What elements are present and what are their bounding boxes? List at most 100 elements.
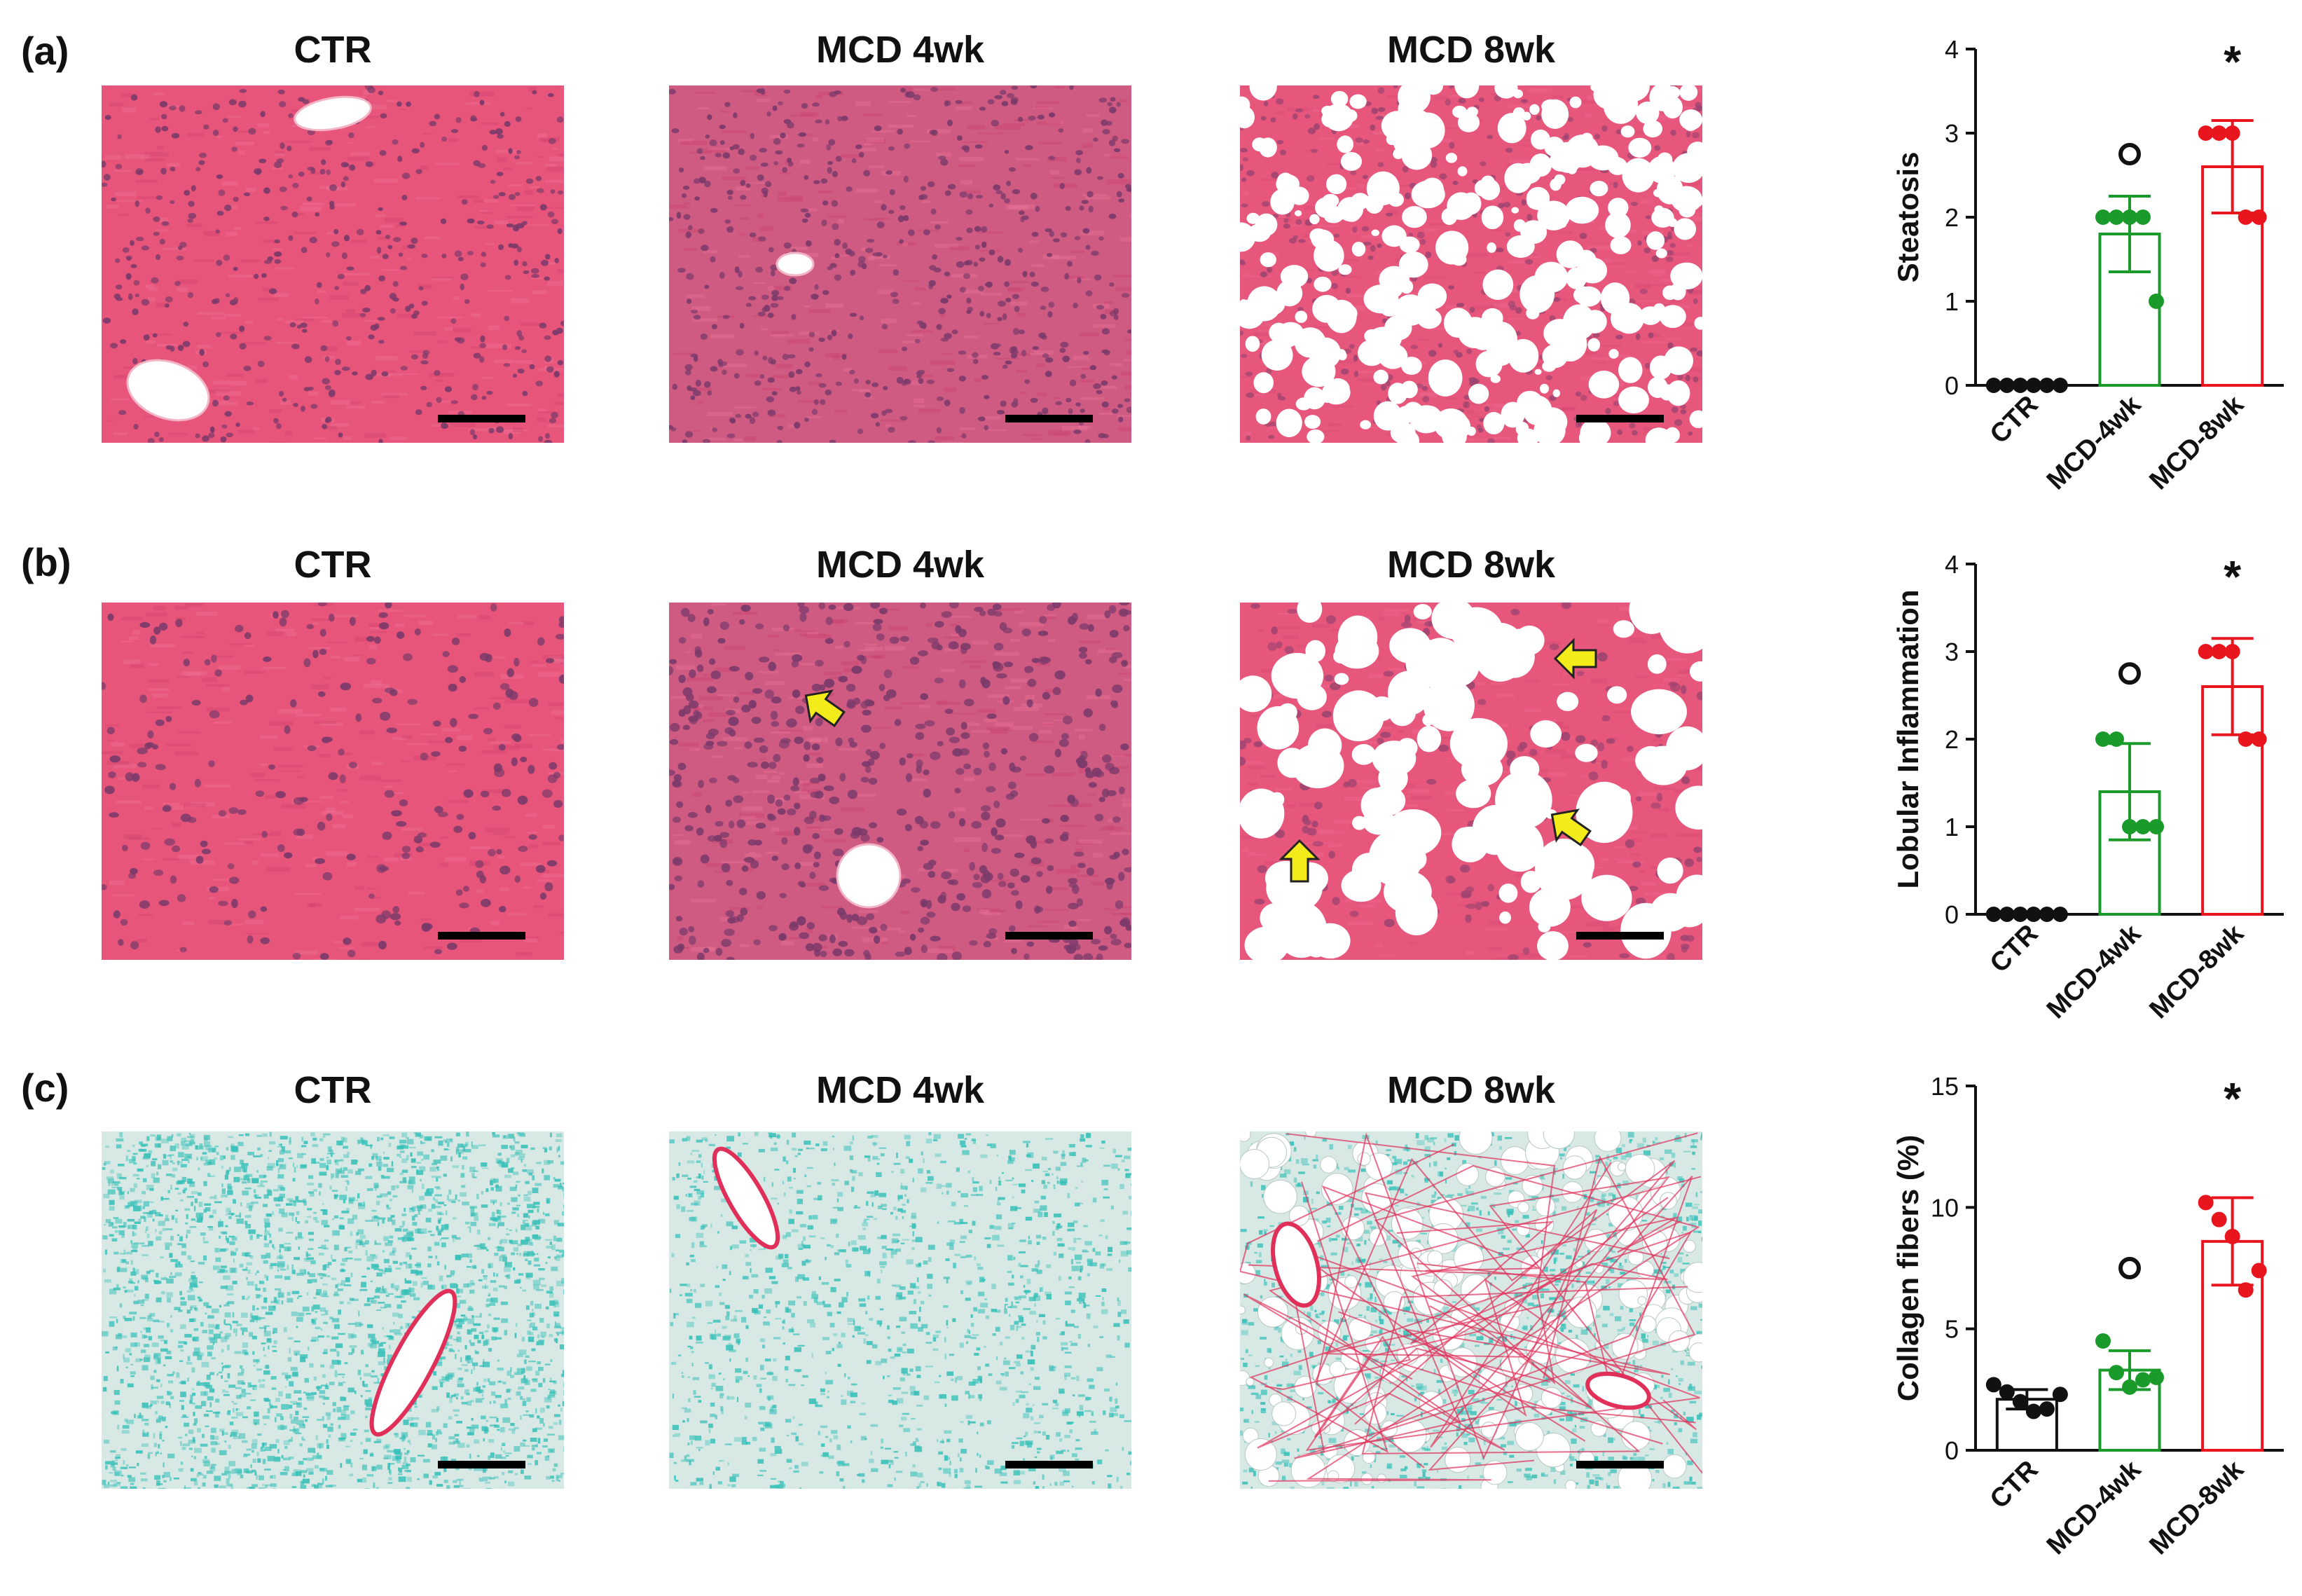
data-point — [2238, 731, 2254, 747]
data-point — [1999, 907, 2015, 922]
data-point — [2238, 1282, 2254, 1298]
significance-mark: * — [2224, 1073, 2241, 1124]
outlier-point — [2118, 143, 2141, 165]
x-tick-label: CTR — [1985, 919, 2044, 979]
significance-mark: * — [2224, 36, 2241, 87]
outlier-point — [2118, 662, 2141, 685]
x-tick-label: MCD-4wk — [2041, 919, 2147, 1024]
y-tick-label: 2 — [1945, 203, 1959, 232]
data-point — [2251, 209, 2267, 225]
panel-label-b: (b) — [21, 540, 71, 584]
micrograph-b-mcd8 — [1240, 603, 1702, 960]
bar — [2098, 233, 2161, 387]
y-tick-label: 4 — [1945, 550, 1959, 579]
data-point — [2149, 1370, 2164, 1385]
y-tick-label: 2 — [1945, 725, 1959, 754]
data-point — [1985, 1377, 2001, 1393]
data-point — [1985, 378, 2001, 393]
data-point — [2012, 907, 2028, 922]
error-bar — [2109, 195, 2151, 273]
data-point — [2039, 378, 2055, 393]
significance-mark: * — [2224, 551, 2241, 602]
data-point — [2149, 294, 2164, 309]
y-axis-label: Steatosis — [1891, 152, 1924, 283]
x-tick-label: MCD-8wk — [2144, 1454, 2249, 1560]
y-tick-label: 4 — [1945, 35, 1959, 64]
data-point — [2025, 378, 2041, 393]
image-title: MCD 4wk — [815, 1069, 985, 1111]
data-point — [2095, 731, 2111, 747]
data-point — [2052, 378, 2068, 393]
data-point — [2025, 1403, 2041, 1419]
y-tick-label: 1 — [1945, 813, 1959, 841]
image-title: CTR — [294, 29, 372, 71]
data-point — [2135, 1372, 2151, 1388]
micrograph-c-mcd8 — [1240, 1131, 1702, 1489]
data-point — [2025, 907, 2041, 922]
y-tick-label: 10 — [1931, 1193, 1959, 1222]
data-point — [2095, 1333, 2111, 1349]
image-title: MCD 8wk — [1386, 29, 1556, 71]
panel-label-a: (a) — [21, 29, 69, 73]
data-point — [2039, 1401, 2055, 1417]
data-point — [2109, 209, 2124, 225]
micrograph-c-ctr — [102, 1131, 564, 1489]
data-point — [1999, 378, 2015, 393]
x-tick-label: MCD-8wk — [2144, 919, 2249, 1024]
micrograph-c-mcd4 — [669, 1131, 1131, 1489]
data-point — [2211, 1211, 2227, 1227]
y-axis-label: Collagen fibers (%) — [1891, 1135, 1924, 1401]
micrograph-a-mcd8 — [1240, 85, 1702, 443]
data-point — [2198, 1195, 2214, 1211]
data-point — [2122, 1379, 2137, 1395]
x-tick-label: MCD-4wk — [2041, 1454, 2147, 1560]
data-point — [2135, 819, 2151, 834]
data-point — [2149, 819, 2164, 834]
image-title: MCD 4wk — [815, 544, 985, 586]
y-tick-label: 5 — [1945, 1315, 1959, 1344]
chart-lobular-inflammation: 0 1 2 3 4 Lobular Inflammation CTR MCD-4wk * MCD-… — [1849, 543, 2298, 1047]
data-point — [2109, 731, 2124, 747]
data-point — [2052, 907, 2068, 922]
chart-steatosis: 0 1 2 3 4 Steatosis CTR MCD-4wk * MCD-8wk — [1849, 28, 2298, 518]
panel-label-c: (c) — [21, 1066, 69, 1110]
y-tick-label: 0 — [1945, 371, 1959, 400]
data-point — [2012, 1394, 2028, 1410]
data-point — [2238, 209, 2254, 225]
image-title: MCD 4wk — [815, 29, 985, 71]
image-title: CTR — [294, 1069, 372, 1111]
data-point — [2198, 125, 2214, 141]
data-point — [1999, 1384, 2015, 1400]
data-point — [2095, 209, 2111, 225]
data-point — [2109, 1365, 2124, 1381]
data-point — [2122, 819, 2137, 834]
x-tick-label: MCD-4wk — [2041, 390, 2147, 495]
image-title: MCD 8wk — [1386, 1069, 1556, 1111]
x-tick-label: MCD-8wk — [2144, 390, 2249, 495]
y-tick-label: 0 — [1945, 900, 1959, 929]
data-point — [2211, 125, 2227, 141]
data-point — [2251, 731, 2267, 747]
micrograph-a-mcd4 — [669, 85, 1131, 443]
x-tick-label: CTR — [1985, 390, 2044, 450]
y-tick-label: 3 — [1945, 638, 1959, 666]
data-point — [2052, 1387, 2068, 1403]
x-tick-label: CTR — [1985, 1455, 2044, 1515]
data-point — [2122, 209, 2137, 225]
data-point — [2198, 644, 2214, 659]
y-tick-label: 15 — [1931, 1072, 1959, 1101]
image-title: MCD 8wk — [1386, 544, 1556, 586]
data-point — [1985, 907, 2001, 922]
y-tick-label: 3 — [1945, 119, 1959, 148]
data-point — [2224, 125, 2240, 141]
y-tick-label: 0 — [1945, 1436, 1959, 1465]
data-point — [2135, 209, 2151, 225]
micrograph-a-ctr — [102, 85, 564, 443]
image-title: CTR — [294, 544, 372, 586]
data-point — [2211, 644, 2227, 659]
chart-collagen-fibers: 0 5 10 15 Collagen fibers (%) CTR MCD-4wk * MCD-… — [1849, 1065, 2298, 1583]
data-point — [2039, 907, 2055, 922]
